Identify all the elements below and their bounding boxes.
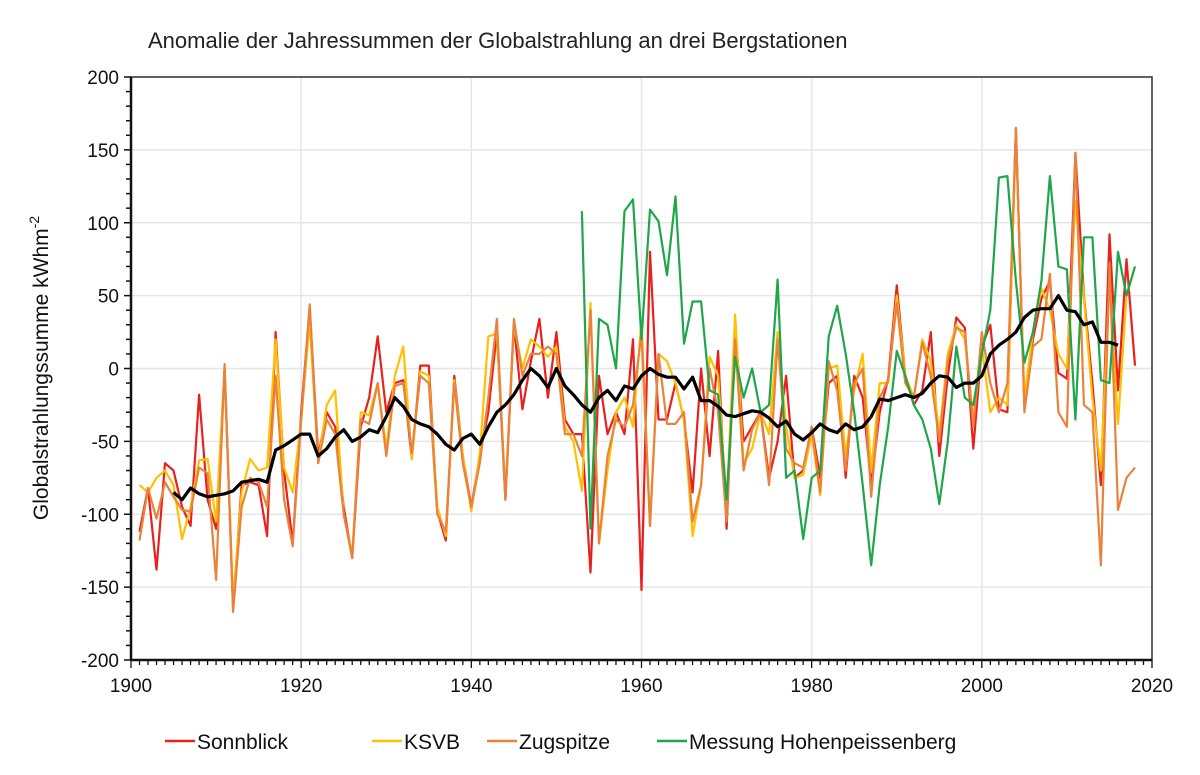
y-tick-label: 50: [98, 287, 119, 308]
y-tick-label: 100: [87, 214, 119, 235]
legend-label: KSVB: [404, 731, 460, 754]
legend: Sonnblick KSVB Zugspitze Messung Hohenpeiss…: [165, 731, 956, 754]
x-tick-label: 1900: [110, 676, 152, 697]
y-tick-label: 0: [108, 360, 119, 381]
y-tick-label: -50: [92, 432, 119, 453]
legend-item: Messung Hohenpeissenberg: [657, 731, 956, 754]
x-tick-label: 2000: [961, 676, 1003, 697]
x-tick-label: 1960: [620, 676, 662, 697]
y-tick-label: -100: [81, 505, 119, 526]
axes: [124, 76, 1153, 668]
series-line-zugspitze: [138, 126, 1136, 614]
y-tick-labels: 200 150 100 50 0 -50 -100 -150 -200: [81, 68, 119, 672]
series-line-mittel-gleitend-: [172, 294, 1119, 502]
y-tick-label: 150: [87, 141, 119, 162]
legend-item: Sonnblick: [165, 731, 289, 754]
y-axis-label-text: Globalstrahlungssumme kWhm: [30, 228, 53, 520]
x-tick-label: 2020: [1131, 676, 1173, 697]
legend-label: Zugspitze: [519, 731, 610, 754]
y-axis-label: Globalstrahlungssumme kWhm-2: [26, 216, 53, 520]
series-line-messung-hohenpeissenberg: [580, 175, 1137, 567]
legend-label: Sonnblick: [197, 731, 289, 754]
x-tick-label: 1920: [280, 676, 322, 697]
y-tick-label: -150: [81, 578, 119, 599]
x-tick-label: 1940: [450, 676, 492, 697]
chart-title: Anomalie der Jahressummen der Globalstra…: [148, 28, 848, 53]
x-tick-label: 1980: [791, 676, 833, 697]
legend-item: KSVB: [372, 731, 460, 754]
legend-item: Zugspitze: [487, 731, 610, 754]
y-tick-label: -200: [81, 651, 119, 672]
x-tick-labels: 1900 1920 1940 1960 1980 2000 2020: [110, 676, 1173, 697]
legend-label: Messung Hohenpeissenberg: [689, 731, 956, 754]
y-axis-label-superscript: -2: [26, 216, 42, 229]
y-tick-label: 200: [87, 68, 119, 89]
series-group: [138, 126, 1137, 614]
